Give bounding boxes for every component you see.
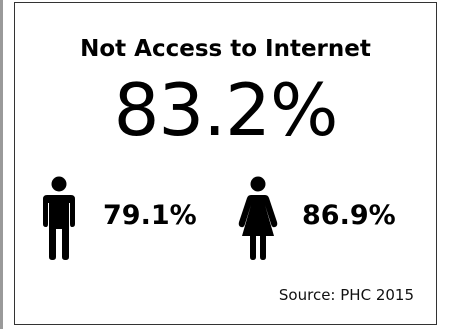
overall-percent: 83.2% <box>113 68 339 152</box>
male-person-icon <box>43 176 75 260</box>
left-edge-divider <box>0 0 3 329</box>
male-percent: 79.1% <box>103 200 197 231</box>
female-person-icon <box>238 176 278 260</box>
card-title: Not Access to Internet <box>80 36 371 62</box>
female-percent: 86.9% <box>302 200 396 231</box>
source-note: Source: PHC 2015 <box>278 286 414 304</box>
infographic-card: Not Access to Internet 83.2% 79.1% 86.9%… <box>14 2 437 325</box>
